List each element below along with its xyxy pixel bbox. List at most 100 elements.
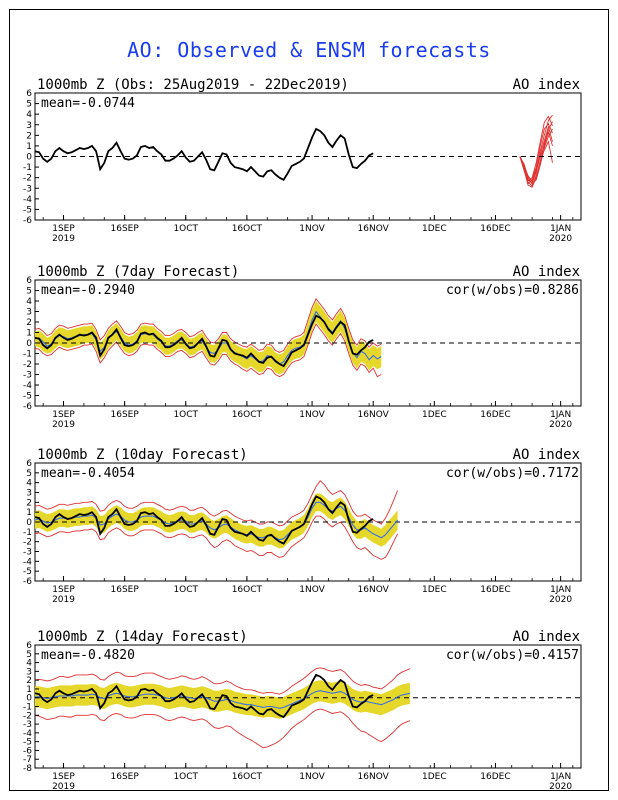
ensemble-spread-band bbox=[35, 680, 410, 719]
observed-line bbox=[34, 673, 374, 719]
ensemble-spread-band bbox=[35, 493, 398, 549]
member-line-1 bbox=[34, 298, 382, 353]
y-tick-label: 3 bbox=[26, 308, 32, 318]
x-year-label: 2019 bbox=[52, 782, 75, 792]
y-tick-label: -1 bbox=[23, 163, 32, 173]
y-tick-label: -6 bbox=[23, 402, 32, 412]
y-tick-label: -6 bbox=[23, 216, 32, 226]
x-year-label: 2019 bbox=[52, 595, 75, 605]
y-tick-label: -4 bbox=[23, 729, 32, 739]
x-tick-label: 1SEP bbox=[52, 224, 75, 234]
y-tick-label: -2 bbox=[23, 360, 32, 370]
x-tick-label: 1OCT bbox=[173, 224, 198, 234]
x-year-label: 2020 bbox=[549, 782, 572, 792]
x-tick-label: 16SEP bbox=[111, 410, 140, 420]
x-tick-label: 1DEC bbox=[422, 585, 447, 595]
y-tick-label: -3 bbox=[23, 548, 32, 558]
x-tick-label: 16OCT bbox=[232, 772, 263, 782]
x-tick-label: 16NOV bbox=[358, 410, 390, 420]
x-year-label: 2020 bbox=[549, 420, 572, 430]
y-tick-label: 2 bbox=[26, 318, 32, 328]
figure-frame bbox=[9, 9, 609, 791]
y-tick-label: -5 bbox=[23, 392, 32, 402]
x-year-label: 2019 bbox=[52, 234, 75, 244]
x-tick-label: 1JAN bbox=[550, 772, 571, 782]
y-tick-label: -5 bbox=[23, 205, 32, 215]
y-tick-label: 6 bbox=[26, 276, 32, 286]
y-tick-label: 3 bbox=[26, 489, 32, 499]
panel-title: 1000mb Z (14day Forecast) bbox=[37, 629, 248, 645]
panel-3: 1000mb Z (10day Forecast) AO index-6-5-4-… bbox=[23, 447, 582, 605]
observed-line bbox=[34, 127, 374, 181]
panel-4: 1000mb Z (14day Forecast) AO index-8-7-6-… bbox=[23, 629, 582, 792]
x-tick-label: 1DEC bbox=[422, 224, 447, 234]
x-tick-label: 16OCT bbox=[232, 410, 263, 420]
panel-index-label: AO index bbox=[513, 447, 580, 463]
panel-2: 1000mb Z (7day Forecast) AO index -6-5-4-3… bbox=[23, 264, 582, 430]
y-tick-label: 4 bbox=[26, 479, 32, 489]
y-tick-label: -6 bbox=[23, 577, 32, 587]
member-line-8 bbox=[519, 130, 553, 182]
member-line-2 bbox=[34, 708, 411, 749]
panel-title: 1000mb Z (7day Forecast) bbox=[37, 264, 239, 280]
y-tick-label: 0 bbox=[26, 518, 32, 528]
x-tick-label: 1DEC bbox=[422, 772, 447, 782]
y-tick-label: 1 bbox=[26, 142, 32, 152]
y-tick-label: 0 bbox=[26, 339, 32, 349]
x-tick-label: 16SEP bbox=[111, 585, 140, 595]
x-tick-label: 1JAN bbox=[550, 585, 571, 595]
y-tick-label: 1 bbox=[26, 685, 32, 695]
x-tick-label: 16NOV bbox=[358, 772, 390, 782]
mean-label: mean=-0.0744 bbox=[41, 96, 135, 111]
y-tick-label: -4 bbox=[23, 557, 32, 567]
x-year-label: 2020 bbox=[549, 234, 572, 244]
y-tick-label: 3 bbox=[26, 667, 32, 677]
mean-label: mean=-0.4820 bbox=[41, 648, 135, 663]
x-tick-label: 1OCT bbox=[173, 585, 198, 595]
x-tick-label: 16SEP bbox=[111, 772, 140, 782]
member-line-2 bbox=[34, 323, 382, 378]
ensemble-spread-band bbox=[35, 301, 382, 375]
y-tick-label: 1 bbox=[26, 329, 32, 339]
y-tick-label: 5 bbox=[26, 287, 32, 297]
x-tick-label: 1OCT bbox=[173, 772, 198, 782]
mean-label: mean=-0.4054 bbox=[41, 466, 135, 481]
y-tick-label: -2 bbox=[23, 711, 32, 721]
y-tick-label: -3 bbox=[23, 184, 32, 194]
x-tick-label: 16DEC bbox=[480, 772, 510, 782]
y-tick-label: -3 bbox=[23, 371, 32, 381]
y-tick-label: 5 bbox=[26, 650, 32, 660]
x-tick-label: 1NOV bbox=[299, 224, 325, 234]
y-tick-label: -1 bbox=[23, 703, 32, 713]
x-tick-label: 1SEP bbox=[52, 772, 75, 782]
member-line-2 bbox=[34, 515, 399, 560]
y-tick-label: 6 bbox=[26, 89, 32, 99]
x-tick-label: 16OCT bbox=[232, 585, 263, 595]
y-tick-label: -6 bbox=[23, 746, 32, 756]
x-tick-label: 1NOV bbox=[299, 410, 325, 420]
y-tick-label: 4 bbox=[26, 297, 32, 307]
x-tick-label: 16SEP bbox=[111, 224, 140, 234]
x-tick-label: 1SEP bbox=[52, 410, 75, 420]
y-tick-label: -4 bbox=[23, 381, 32, 391]
x-tick-label: 16DEC bbox=[480, 410, 510, 420]
y-tick-label: -4 bbox=[23, 195, 32, 205]
y-tick-label: 2 bbox=[26, 676, 32, 686]
x-tick-label: 1NOV bbox=[299, 772, 325, 782]
y-tick-label: 4 bbox=[26, 659, 32, 669]
correlation-label: cor(w/obs)=0.7172 bbox=[446, 466, 579, 481]
x-year-label: 2019 bbox=[52, 420, 75, 430]
x-tick-label: 1DEC bbox=[422, 410, 447, 420]
member-line-1 bbox=[34, 667, 411, 695]
y-tick-label: -8 bbox=[23, 764, 32, 774]
x-tick-label: 1JAN bbox=[550, 224, 571, 234]
y-tick-label: -3 bbox=[23, 720, 32, 730]
y-tick-label: 6 bbox=[26, 459, 32, 469]
x-tick-label: 1NOV bbox=[299, 585, 325, 595]
y-tick-label: -1 bbox=[23, 350, 32, 360]
x-tick-label: 1SEP bbox=[52, 585, 75, 595]
y-tick-label: -2 bbox=[23, 538, 32, 548]
panel-index-label: AO index bbox=[513, 629, 580, 645]
panel-1: 1000mb Z (Obs: 25Aug2019 - 22Dec2019) AO … bbox=[23, 77, 582, 244]
